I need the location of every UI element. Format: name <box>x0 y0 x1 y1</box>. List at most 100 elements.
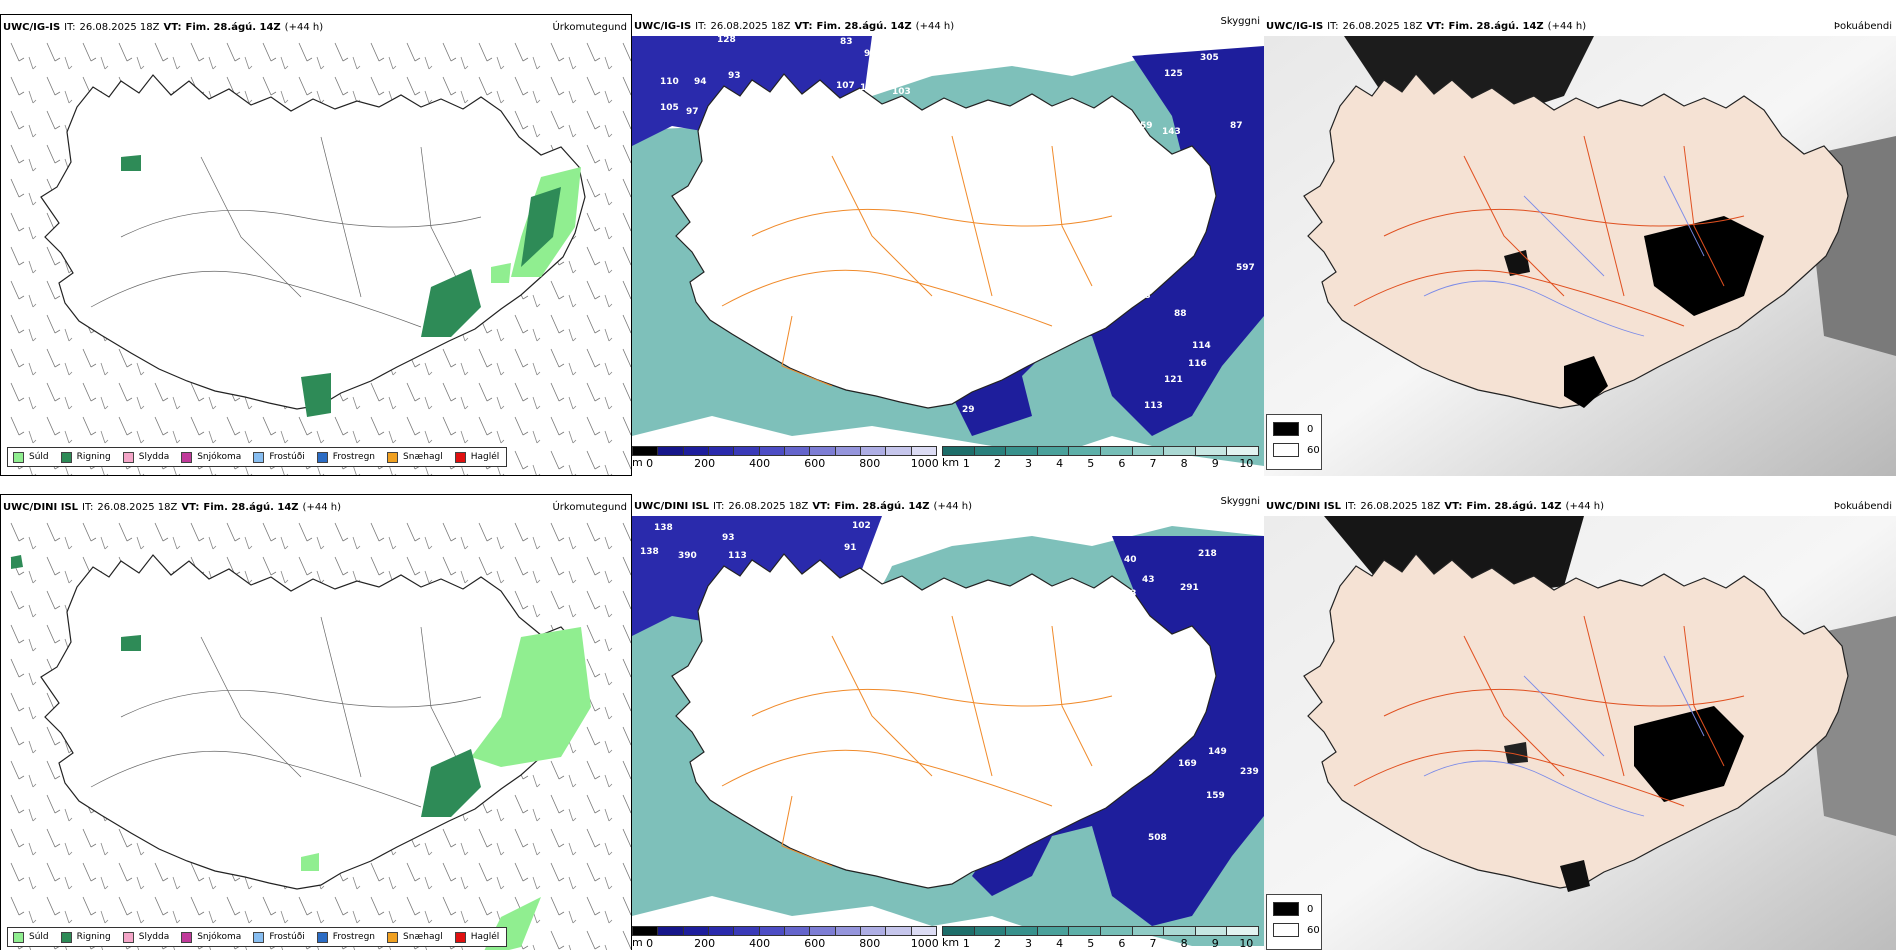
fog-indicator-legend: 0 60 <box>1266 414 1322 470</box>
colorbar-segment <box>1132 447 1165 455</box>
svg-text:94: 94 <box>694 77 707 87</box>
fog-map <box>1264 36 1896 476</box>
colorbar-tick-label: 400 <box>749 937 771 950</box>
precip-type-panel-row2: UWC/DINI ISL IT: 26.08.2025 18Z VT: Fim. 28.… <box>0 494 632 950</box>
colorbar-segment <box>860 927 887 935</box>
colorbar-segment <box>1195 927 1228 935</box>
colorbar-tick-label: 2 <box>993 937 1001 950</box>
svg-text:93: 93 <box>722 533 735 543</box>
svg-text:87: 87 <box>1230 121 1243 131</box>
svg-text:103: 103 <box>892 87 911 97</box>
legend-item: 0 <box>1273 902 1321 916</box>
model-name: UWC/IG-IS <box>634 21 692 32</box>
svg-text:159: 159 <box>1206 791 1225 801</box>
visibility-map: 138 102 93 91 138 390 113 98 85 82 95 96… <box>632 516 1264 950</box>
legend-item: Frostúði <box>253 451 305 463</box>
colorbar-segment <box>1037 927 1070 935</box>
legend-item: Snjókoma <box>181 451 241 463</box>
legend-item: Snjókoma <box>181 931 241 943</box>
visibility-labels: 128 83 90 85 110 94 93 107 108 89 103 10… <box>660 36 1255 415</box>
iceland-outline <box>671 73 1217 409</box>
init-time: 26.08.2025 18Z <box>97 502 178 513</box>
legend-item: Slydda <box>122 451 169 463</box>
ceiling-colorbar: m 0 200 400 600 800 1000 <box>632 446 942 470</box>
colorbar-segment <box>734 927 760 935</box>
svg-text:125: 125 <box>1164 69 1183 79</box>
valid-time: Fim. 28.ágú. 14Z <box>1448 21 1544 32</box>
svg-text:32: 32 <box>1140 745 1153 755</box>
svg-text:149: 149 <box>1208 747 1227 757</box>
colorbar-tick-label: 800 <box>859 457 881 470</box>
valid-time: Fim. 28.ágú. 14Z <box>1466 501 1562 512</box>
svg-text:56: 56 <box>1052 739 1065 749</box>
svg-text:93: 93 <box>728 71 741 81</box>
svg-text:57: 57 <box>1052 289 1065 299</box>
rivers <box>1423 175 1705 337</box>
parameter-name: Skyggni <box>1220 16 1260 27</box>
svg-text:53: 53 <box>1124 589 1137 599</box>
colorbar-segment <box>1006 927 1038 935</box>
visibility-labels: 138 102 93 91 138 390 113 98 85 82 95 96… <box>640 521 1259 873</box>
panel-title: UWC/IG-IS IT: 26.08.2025 18Z VT: Fim. 28.ágú… <box>3 22 324 33</box>
colorbar-segment <box>974 927 1007 935</box>
svg-text:29: 29 <box>962 405 975 415</box>
svg-text:34: 34 <box>1154 753 1167 763</box>
svg-text:105: 105 <box>660 103 679 113</box>
colorbar-tick-label: 1 <box>962 457 970 470</box>
svg-text:41: 41 <box>1164 719 1177 729</box>
svg-text:114: 114 <box>1192 341 1211 351</box>
visibility-colorbar: km 1 2 3 4 5 6 7 8 9 10 <box>942 446 1264 470</box>
svg-text:962: 962 <box>1084 525 1103 535</box>
colorbar-tick-label: 10 <box>1239 937 1254 950</box>
lead-time: (+44 h) <box>284 22 324 33</box>
legend-item: Rigning <box>60 451 111 463</box>
colorbar-segment <box>1132 927 1165 935</box>
model-name: UWC/DINI ISL <box>634 501 710 512</box>
legend-item: Slydda <box>122 931 169 943</box>
fog-map <box>1264 516 1896 950</box>
svg-text:88: 88 <box>1174 309 1187 319</box>
svg-text:84: 84 <box>828 103 841 113</box>
svg-text:70: 70 <box>1142 669 1155 679</box>
svg-text:37: 37 <box>1164 669 1177 679</box>
fog-indicator-panel-row1: UWC/IG-IS IT: 26.08.2025 18Z VT: Fim. 28.ágú… <box>1264 14 1896 476</box>
svg-text:110: 110 <box>660 77 679 87</box>
svg-text:97: 97 <box>686 107 699 117</box>
svg-text:47: 47 <box>1180 683 1193 693</box>
colorbar-tick-label: 6 <box>1118 457 1126 470</box>
precip-type-legend: Súld Rigning Slydda Snjókoma Frostúði Fr… <box>7 927 508 947</box>
colorbar-segment <box>1164 447 1196 455</box>
colorbar-segment <box>1227 447 1258 455</box>
lead-time: (+44 h) <box>915 21 955 32</box>
rivers <box>1423 655 1705 817</box>
colorbar-segment <box>943 927 975 935</box>
colorbar-segment <box>974 447 1007 455</box>
svg-text:30: 30 <box>1096 771 1109 781</box>
legend-item: Haglél <box>454 451 499 463</box>
valid-time: Fim. 28.ágú. 14Z <box>834 501 930 512</box>
colorbar-segment <box>784 447 811 455</box>
precip-type-panel-row1: UWC/IG-IS IT: 26.08.2025 18Z VT: Fim. 28.ágú… <box>0 14 632 476</box>
svg-text:43: 43 <box>1142 575 1155 585</box>
svg-text:113: 113 <box>728 551 747 561</box>
svg-text:48: 48 <box>1122 133 1135 143</box>
svg-text:47: 47 <box>934 863 947 873</box>
svg-text:121: 121 <box>1164 375 1183 385</box>
colorbar-segment <box>886 447 912 455</box>
svg-text:108: 108 <box>860 83 879 93</box>
svg-text:390: 390 <box>678 551 697 561</box>
legend-item: Rigning <box>60 931 111 943</box>
colorbar-segment <box>1069 927 1101 935</box>
parameter-name: Skyggni <box>1220 496 1260 507</box>
svg-text:85: 85 <box>866 581 879 591</box>
fog-area <box>1644 216 1764 316</box>
legend-item: 0 <box>1273 422 1321 436</box>
legend-item: 60 <box>1273 923 1321 937</box>
visibility-colorbar: km 1 2 3 4 5 6 7 8 9 10 <box>942 926 1264 950</box>
svg-text:102: 102 <box>852 521 871 531</box>
colorbar-tick-label: 10 <box>1239 457 1254 470</box>
colorbar-tick-label: 4 <box>1056 457 1064 470</box>
svg-text:128: 128 <box>717 36 736 45</box>
fog-indicator-panel-row2: UWC/DINI ISL IT: 26.08.2025 18Z VT: Fim. 28.… <box>1264 494 1896 950</box>
colorbar-tick-label: 5 <box>1087 937 1095 950</box>
